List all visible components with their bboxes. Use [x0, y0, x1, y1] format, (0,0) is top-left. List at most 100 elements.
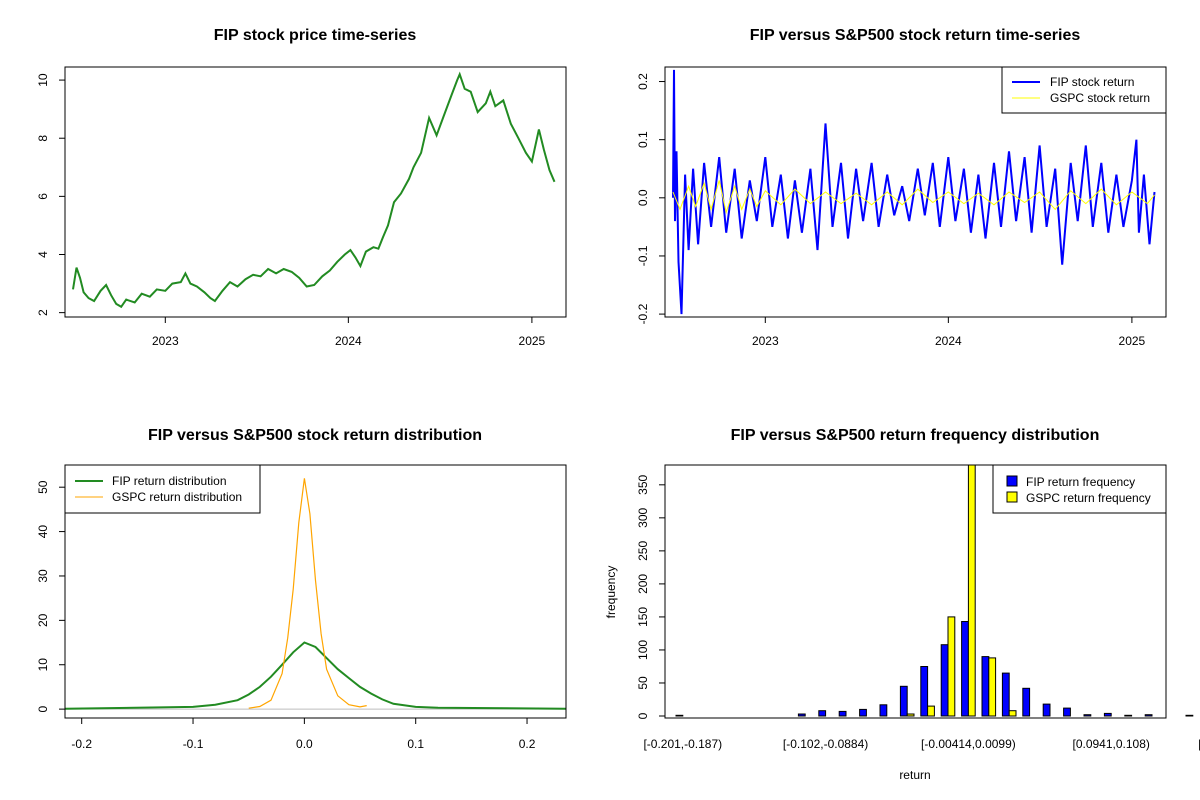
distribution-plot-frame: [64, 464, 567, 719]
frequency-y-tick-label: 250: [636, 541, 650, 561]
fip-frequency-bar: [920, 666, 929, 717]
frequency-x-axis-label: return: [899, 768, 930, 782]
frequency-x-tick-label: [-0.201,-0.187): [643, 737, 722, 751]
frequency-plot-frame: [664, 464, 1167, 719]
fip-frequency-bar: [981, 656, 990, 717]
frequency-y-tick-label: 150: [636, 607, 650, 627]
price-y-tick-label: 10: [36, 73, 50, 87]
return-ts-plot-area: 2023 2024 2025 -0.2 -0.1 0.0 0.1 0.2: [636, 69, 1156, 348]
gspc-density-curve: [248, 478, 367, 709]
frequency-y-axis-label: frequency: [604, 566, 618, 619]
price-series-line: [72, 71, 556, 309]
return-ts-x-tick-label: 2024: [935, 334, 962, 348]
frequency-y-tick-label: 350: [636, 474, 650, 494]
panel-return-distribution: FIP versus S&P500 stock return distribut…: [36, 427, 567, 751]
fip-frequency-bar: [818, 710, 827, 717]
fip-frequency-bar: [1001, 672, 1010, 717]
fip-frequency-bar: [961, 621, 969, 717]
distribution-x-tick-label: -0.2: [71, 737, 92, 751]
fip-frequency-bar: [1124, 714, 1133, 717]
frequency-x-tick-label: [0.0941,0.108): [1072, 737, 1149, 751]
distribution-y-tick-label: 30: [36, 569, 50, 583]
return-ts-x-tick-label: 2025: [1119, 334, 1146, 348]
frequency-x-tick-label: [-0.00414,0.0099): [921, 737, 1016, 751]
legend-label-fip-frequency: FIP return frequency: [1026, 475, 1135, 489]
return-ts-chart-title: FIP versus S&P500 stock return time-seri…: [750, 27, 1081, 44]
fip-frequency-bar: [1063, 707, 1071, 717]
fip-frequency-bar: [675, 714, 684, 717]
distribution-y-tick-label: 50: [36, 480, 50, 494]
frequency-plot-area: 0 50 100 150 200 250 300 350 [-0.201,-0.187) [-0.…: [636, 464, 1200, 751]
frequency-legend: FIP return frequency GSPC return frequen…: [992, 464, 1167, 514]
legend-label-gspc-frequency: GSPC return frequency: [1026, 491, 1151, 505]
frequency-legend-box: [992, 464, 1167, 514]
gspc-frequency-bar: [988, 657, 997, 717]
price-y-tick-label: 4: [36, 251, 50, 258]
distribution-y-tick-label: 0: [36, 705, 50, 712]
gspc-frequency-bar: [967, 464, 976, 717]
distribution-y-tick-label: 10: [36, 658, 50, 672]
fip-frequency-bar: [1022, 687, 1031, 717]
fip-frequency-bar: [1185, 714, 1194, 717]
frequency-y-tick-label: 0: [636, 712, 650, 719]
price-y-tick-label: 8: [36, 135, 50, 142]
gspc-frequency-bar: [947, 616, 956, 717]
legend-label-gspc-return: GSPC stock return: [1050, 91, 1150, 105]
fip-frequency-bar: [940, 644, 949, 717]
fip-frequency-bar: [1103, 712, 1112, 717]
return-ts-plot-frame: [664, 66, 1167, 318]
price-x-tick-label: 2025: [519, 334, 546, 348]
price-y-tick-label: 2: [36, 309, 50, 316]
distribution-x-tick-label: 0.2: [519, 737, 536, 751]
frequency-y-tick-label: 200: [636, 574, 650, 594]
fip-frequency-bar: [797, 713, 806, 717]
return-ts-legend: FIP stock return GSPC stock return: [1001, 66, 1167, 114]
gspc-frequency-bar: [906, 713, 915, 717]
panel-price-timeseries: FIP stock price time-series 2023 2024 2025…: [36, 27, 567, 348]
price-x-tick-label: 2023: [152, 334, 179, 348]
fip-frequency-bar: [1144, 714, 1153, 717]
legend-label-fip-return: FIP stock return: [1050, 75, 1134, 89]
price-plot-frame: [64, 66, 567, 318]
price-plot-area: 2023 2024 2025 2 4 6 8 10: [36, 71, 556, 348]
fip-frequency-bar: [1042, 703, 1051, 717]
return-ts-y-tick-label: -0.1: [636, 245, 650, 266]
return-ts-legend-box: [1001, 66, 1167, 114]
return-ts-y-tick-label: 0.1: [636, 131, 650, 148]
distribution-plot-area: -0.2 -0.1 0.0 0.1 0.2 0 10 20 30 40 50: [36, 478, 567, 751]
fip-frequency-bar: [1083, 714, 1092, 717]
distribution-y-tick-label: 40: [36, 525, 50, 539]
panel-frequency-distribution: FIP versus S&P500 return frequency distr…: [604, 427, 1200, 782]
frequency-x-tick-label: [0.178,0.192): [1198, 737, 1200, 751]
distribution-x-tick-label: -0.1: [183, 737, 204, 751]
legend-swatch-fip-frequency: [1006, 475, 1018, 487]
distribution-x-tick-label: 0.1: [407, 737, 424, 751]
gspc-frequency-bar: [927, 705, 935, 717]
gspc-frequency-bar: [1008, 710, 1017, 717]
frequency-y-tick-label: 50: [636, 676, 650, 690]
frequency-x-tick-label: [-0.102,-0.0884): [783, 737, 868, 751]
legend-swatch-gspc-frequency: [1006, 491, 1018, 503]
fip-frequency-bar: [859, 708, 867, 717]
fip-density-curve: [64, 641, 567, 710]
distribution-chart-title: FIP versus S&P500 stock return distribut…: [148, 427, 482, 444]
fip-frequency-bar: [899, 685, 908, 717]
frequency-y-tick-label: 300: [636, 508, 650, 528]
legend-label-fip-distribution: FIP return distribution: [112, 474, 227, 488]
return-ts-y-tick-label: -0.2: [636, 303, 650, 324]
fip-frequency-bar: [838, 710, 847, 717]
gspc-return-line: [672, 180, 1155, 215]
price-chart-title: FIP stock price time-series: [214, 27, 417, 44]
return-ts-x-tick-label: 2023: [752, 334, 779, 348]
fip-frequency-bar: [879, 704, 888, 717]
frequency-chart-title: FIP versus S&P500 return frequency distr…: [731, 427, 1100, 444]
frequency-y-tick-label: 100: [636, 640, 650, 660]
price-x-tick-label: 2024: [335, 334, 362, 348]
distribution-y-tick-label: 20: [36, 613, 50, 627]
panel-return-timeseries: FIP versus S&P500 stock return time-seri…: [636, 27, 1167, 348]
distribution-legend-box: [64, 464, 261, 514]
price-y-tick-label: 6: [36, 193, 50, 200]
return-ts-y-tick-label: 0.2: [636, 73, 650, 90]
distribution-legend: FIP return distribution GSPC return dist…: [64, 464, 261, 514]
